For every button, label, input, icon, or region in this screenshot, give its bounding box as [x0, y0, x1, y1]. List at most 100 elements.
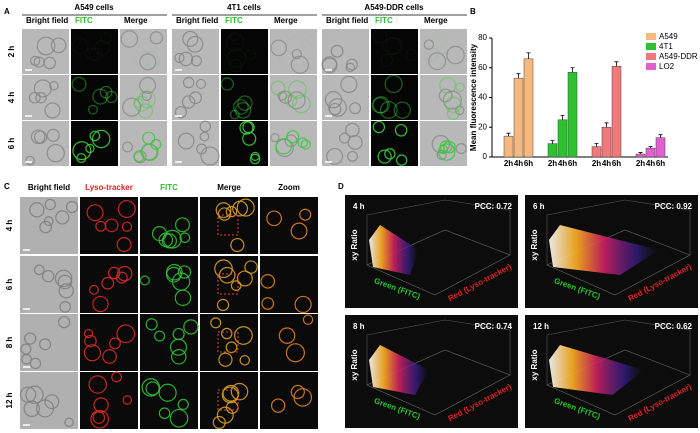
- z-axis-label: xy Ratio: [530, 229, 539, 260]
- bar: [503, 135, 514, 158]
- cell: [237, 95, 253, 111]
- cell: [455, 82, 465, 92]
- micrograph: [20, 314, 78, 371]
- cell: [275, 138, 292, 155]
- cell: [385, 37, 404, 55]
- cell: [30, 129, 46, 145]
- column-header: Merge: [424, 16, 448, 25]
- row-label: 4 h: [7, 92, 16, 104]
- legend-swatch: [646, 63, 656, 70]
- x-tick-label: 2h: [592, 159, 601, 168]
- cell: [345, 62, 356, 73]
- cell: [377, 149, 392, 164]
- cell: [179, 232, 191, 244]
- x-tick-label: 6h: [656, 159, 665, 168]
- cell: [58, 283, 74, 299]
- column-header: Bright field: [26, 16, 68, 25]
- micrograph: [172, 121, 219, 166]
- cell: [116, 324, 136, 344]
- cell: [199, 131, 210, 142]
- cell: [326, 147, 344, 165]
- error-bar: [506, 132, 511, 137]
- cell: [102, 349, 117, 364]
- cell: [177, 132, 195, 150]
- column-header: Lyso-tracker: [85, 183, 133, 192]
- legend-label: A549: [659, 32, 678, 41]
- cell: [71, 37, 89, 55]
- error-bar: [516, 73, 521, 79]
- x-tick-label: 2h: [504, 159, 513, 168]
- bar: [513, 77, 524, 158]
- cell: [321, 57, 338, 74]
- cell: [239, 355, 250, 366]
- column-header: FITC: [225, 16, 243, 25]
- row-label: 6 h: [7, 138, 16, 150]
- micrograph: [270, 121, 317, 166]
- cell: [239, 120, 254, 135]
- cell: [384, 148, 396, 160]
- cell: [59, 301, 72, 313]
- x-tick-label: 4h: [646, 159, 655, 168]
- cell: [92, 88, 109, 105]
- error-bar: [594, 143, 599, 147]
- cell: [431, 30, 448, 47]
- cell: [261, 297, 275, 310]
- column-header: Merge: [217, 183, 241, 192]
- cell: [33, 130, 48, 144]
- bar: [523, 58, 534, 158]
- legend-swatch: [646, 53, 656, 60]
- bar: [601, 127, 612, 158]
- z-axis-label: xy Ratio: [530, 349, 539, 380]
- cell: [158, 232, 174, 248]
- column-header: Zoom: [278, 183, 300, 192]
- cell: [196, 143, 208, 155]
- cell: [162, 229, 182, 249]
- cell: [437, 143, 456, 161]
- cell: [347, 150, 358, 162]
- cell: [174, 52, 185, 64]
- wall-grid: [366, 199, 511, 265]
- cell: [171, 349, 187, 365]
- wall-grid: [366, 319, 511, 385]
- error-bar: [560, 114, 565, 120]
- cell: [122, 97, 142, 117]
- cell: [71, 76, 87, 92]
- legend-swatch: [646, 33, 656, 40]
- cell: [174, 105, 188, 119]
- cell: [175, 217, 191, 233]
- cell: [225, 205, 238, 218]
- cell: [423, 47, 440, 63]
- cell: [270, 132, 280, 143]
- row-label: 6 h: [5, 279, 14, 291]
- cell: [384, 74, 403, 94]
- cell: [372, 29, 388, 44]
- cell: [65, 200, 79, 214]
- pcc: PCC: 0.74: [475, 322, 513, 331]
- cell: [94, 39, 111, 56]
- cell: [294, 295, 312, 314]
- cell: [95, 220, 107, 232]
- cell: [142, 51, 161, 70]
- cell: [36, 399, 55, 418]
- micrograph: [71, 75, 118, 120]
- cell: [349, 102, 362, 115]
- group-title: A549-DDR cells: [364, 3, 424, 12]
- cell: [64, 417, 74, 428]
- zoom-box: [217, 331, 239, 353]
- cell: [302, 57, 315, 70]
- cell: [141, 378, 161, 397]
- bar: [591, 146, 602, 158]
- cell: [177, 398, 189, 411]
- micrograph: [80, 256, 138, 313]
- cell: [139, 53, 157, 71]
- cell: [270, 80, 286, 96]
- cell: [137, 103, 154, 119]
- plot-label: 4 h: [353, 202, 365, 211]
- cell: [50, 37, 67, 54]
- cell: [83, 328, 94, 339]
- bar: [567, 71, 578, 158]
- cell: [225, 341, 238, 354]
- cell: [35, 92, 47, 104]
- cell: [99, 85, 113, 99]
